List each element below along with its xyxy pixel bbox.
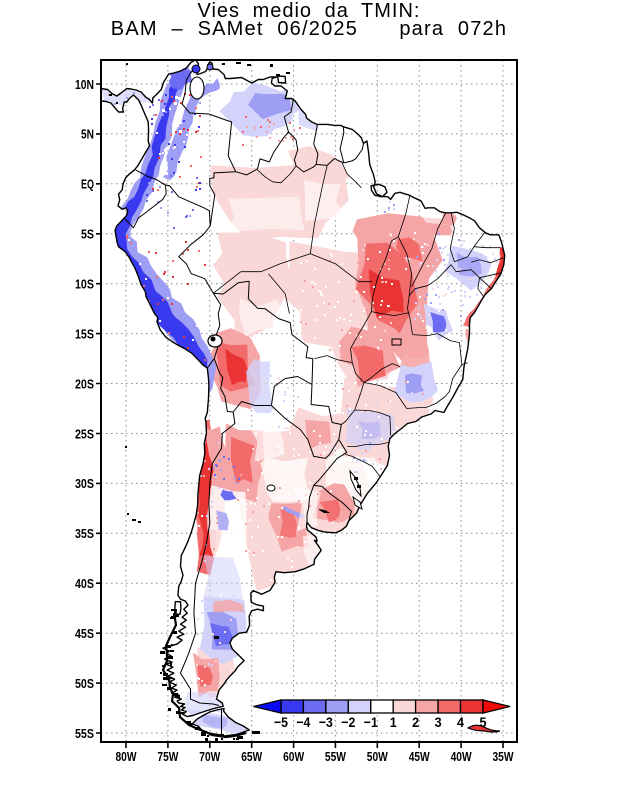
svg-text:40S: 40S — [75, 576, 94, 591]
svg-text:70W: 70W — [199, 749, 221, 764]
svg-text:−4: −4 — [296, 714, 310, 730]
svg-text:50W: 50W — [367, 749, 389, 764]
svg-text:4: 4 — [457, 714, 464, 730]
svg-text:−5: −5 — [274, 714, 288, 730]
svg-text:40W: 40W — [451, 749, 473, 764]
svg-text:5N: 5N — [81, 127, 94, 142]
svg-text:2: 2 — [412, 714, 419, 730]
svg-text:30S: 30S — [75, 476, 94, 491]
svg-text:3: 3 — [435, 714, 442, 730]
svg-text:55W: 55W — [325, 749, 347, 764]
svg-text:EQ: EQ — [81, 177, 94, 192]
svg-text:10N: 10N — [75, 77, 94, 92]
svg-text:20S: 20S — [75, 376, 94, 391]
svg-text:35S: 35S — [75, 526, 94, 541]
svg-text:50S: 50S — [75, 676, 94, 691]
svg-text:60W: 60W — [283, 749, 305, 764]
svg-text:5S: 5S — [81, 227, 94, 242]
svg-text:−2: −2 — [341, 714, 355, 730]
svg-text:5: 5 — [480, 714, 487, 730]
svg-text:−3: −3 — [319, 714, 333, 730]
svg-text:10S: 10S — [75, 277, 94, 292]
svg-text:55S: 55S — [75, 726, 94, 741]
svg-text:80W: 80W — [116, 749, 138, 764]
svg-text:75W: 75W — [157, 749, 179, 764]
svg-text:65W: 65W — [241, 749, 263, 764]
svg-text:35W: 35W — [493, 749, 515, 764]
svg-text:1: 1 — [390, 714, 397, 730]
svg-text:15S: 15S — [75, 326, 94, 341]
svg-text:−1: −1 — [364, 714, 378, 730]
svg-text:25S: 25S — [75, 426, 94, 441]
svg-text:45S: 45S — [75, 626, 94, 641]
svg-text:45W: 45W — [409, 749, 431, 764]
